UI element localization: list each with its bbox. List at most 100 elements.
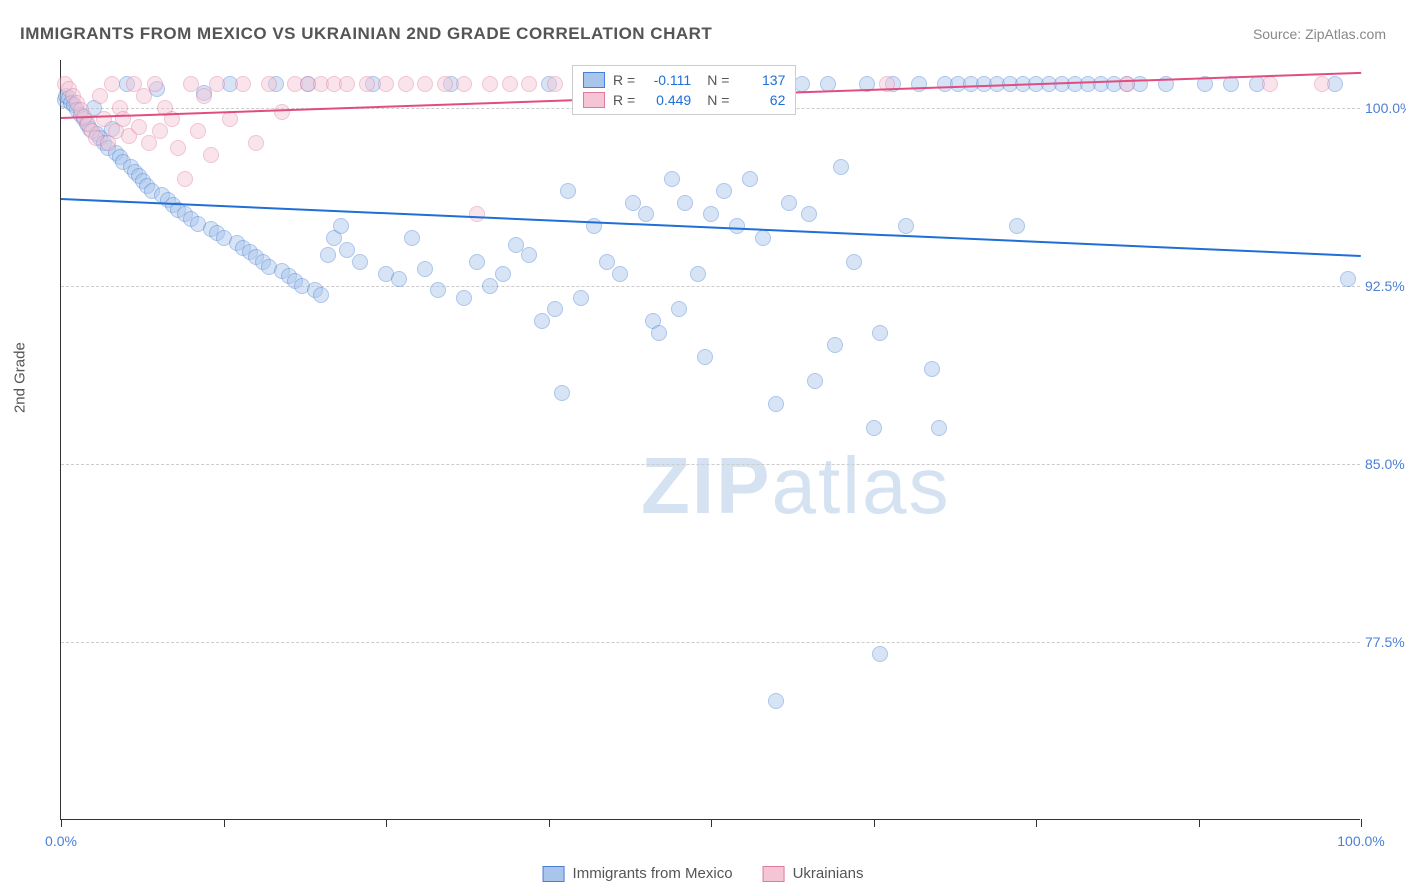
- data-point: [170, 140, 186, 156]
- data-point: [417, 76, 433, 92]
- data-point: [872, 646, 888, 662]
- data-point: [931, 420, 947, 436]
- data-point: [846, 254, 862, 270]
- xtick: [874, 819, 875, 827]
- data-point: [781, 195, 797, 211]
- data-point: [274, 104, 290, 120]
- legend-item-ukrainians: Ukrainians: [763, 865, 864, 882]
- data-point: [898, 218, 914, 234]
- r-label: R =: [613, 72, 635, 88]
- swatch-icon: [763, 866, 785, 882]
- data-point: [547, 76, 563, 92]
- data-point: [203, 147, 219, 163]
- data-point: [1314, 76, 1330, 92]
- data-point: [183, 76, 199, 92]
- data-point: [547, 301, 563, 317]
- data-point: [703, 206, 719, 222]
- data-point: [209, 76, 225, 92]
- legend-item-mexico: Immigrants from Mexico: [543, 865, 733, 882]
- data-point: [456, 76, 472, 92]
- data-point: [729, 218, 745, 234]
- chart-title: IMMIGRANTS FROM MEXICO VS UKRAINIAN 2ND …: [20, 24, 712, 44]
- gridline: [61, 464, 1360, 465]
- data-point: [716, 183, 732, 199]
- stats-legend: R =-0.111N =137R =0.449N =62: [572, 65, 796, 115]
- data-point: [437, 76, 453, 92]
- data-point: [755, 230, 771, 246]
- data-point: [92, 88, 108, 104]
- data-point: [391, 271, 407, 287]
- data-point: [469, 254, 485, 270]
- data-point: [521, 76, 537, 92]
- watermark: ZIPatlas: [641, 440, 950, 532]
- r-label: R =: [613, 92, 635, 108]
- data-point: [807, 373, 823, 389]
- data-point: [152, 123, 168, 139]
- data-point: [1009, 218, 1025, 234]
- data-point: [430, 282, 446, 298]
- ytick-label: 77.5%: [1365, 634, 1406, 650]
- data-point: [664, 171, 680, 187]
- r-value: -0.111: [643, 72, 691, 88]
- data-point: [313, 287, 329, 303]
- data-point: [248, 135, 264, 151]
- data-point: [177, 171, 193, 187]
- data-point: [104, 76, 120, 92]
- data-point: [677, 195, 693, 211]
- data-point: [482, 278, 498, 294]
- data-point: [833, 159, 849, 175]
- xtick-label: 0.0%: [45, 833, 77, 849]
- data-point: [612, 266, 628, 282]
- xtick: [224, 819, 225, 827]
- chart-container: IMMIGRANTS FROM MEXICO VS UKRAINIAN 2ND …: [0, 0, 1406, 892]
- data-point: [573, 290, 589, 306]
- data-point: [671, 301, 687, 317]
- data-point: [131, 119, 147, 135]
- n-label: N =: [707, 92, 729, 108]
- gridline: [61, 642, 1360, 643]
- xtick: [1361, 819, 1362, 827]
- source-label: Source: ZipAtlas.com: [1253, 26, 1386, 42]
- n-value: 137: [737, 72, 785, 88]
- swatch-icon: [543, 866, 565, 882]
- gridline: [61, 286, 1360, 287]
- data-point: [768, 396, 784, 412]
- data-point: [794, 76, 810, 92]
- data-point: [222, 111, 238, 127]
- ytick-label: 100.0%: [1365, 100, 1406, 116]
- data-point: [339, 76, 355, 92]
- data-point: [196, 88, 212, 104]
- data-point: [742, 171, 758, 187]
- data-point: [638, 206, 654, 222]
- data-point: [866, 420, 882, 436]
- n-label: N =: [707, 72, 729, 88]
- data-point: [417, 261, 433, 277]
- data-point: [1262, 76, 1278, 92]
- data-point: [697, 349, 713, 365]
- data-point: [768, 693, 784, 709]
- data-point: [872, 325, 888, 341]
- data-point: [482, 76, 498, 92]
- data-point: [320, 247, 336, 263]
- legend-label: Ukrainians: [793, 865, 864, 882]
- header: IMMIGRANTS FROM MEXICO VS UKRAINIAN 2ND …: [20, 24, 1386, 44]
- xtick-label: 100.0%: [1337, 833, 1384, 849]
- data-point: [190, 123, 206, 139]
- bottom-legend: Immigrants from Mexico Ukrainians: [543, 865, 864, 882]
- swatch-icon: [583, 72, 605, 88]
- data-point: [1119, 76, 1135, 92]
- data-point: [339, 242, 355, 258]
- xtick: [711, 819, 712, 827]
- data-point: [261, 76, 277, 92]
- legend-label: Immigrants from Mexico: [573, 865, 733, 882]
- xtick: [549, 819, 550, 827]
- data-point: [333, 218, 349, 234]
- data-point: [651, 325, 667, 341]
- stats-legend-row: R = -0.111 N = 137: [583, 72, 785, 88]
- swatch-icon: [583, 92, 605, 108]
- data-point: [690, 266, 706, 282]
- xtick: [61, 819, 62, 827]
- data-point: [924, 361, 940, 377]
- data-point: [495, 266, 511, 282]
- ytick-label: 85.0%: [1365, 456, 1406, 472]
